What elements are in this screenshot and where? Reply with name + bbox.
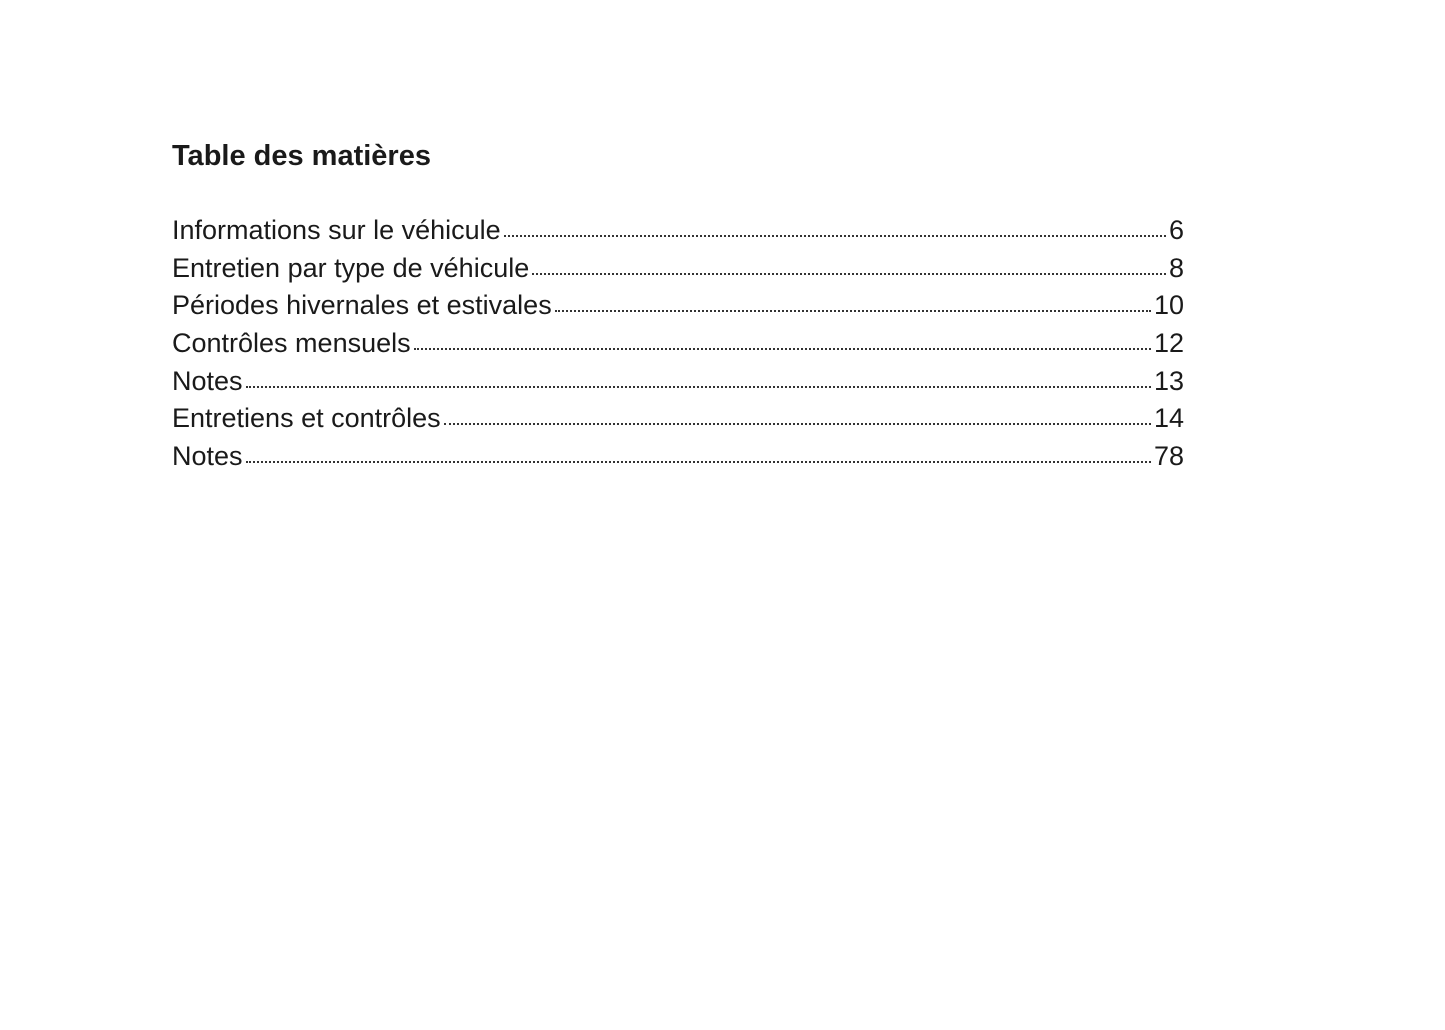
toc-entry-label: Périodes hivernales et estivales (172, 290, 552, 321)
toc-entry-label: Entretien par type de véhicule (172, 252, 530, 283)
toc-entry-page: 12 (1153, 328, 1184, 359)
dot-leader (245, 385, 1151, 388)
toc-entry: Notes 13 (172, 363, 1184, 401)
dot-leader (245, 461, 1151, 464)
dot-leader (554, 310, 1151, 313)
page-title: Table des matières (172, 140, 431, 172)
toc-entry-page: 10 (1153, 290, 1184, 321)
table-of-contents: Informations sur le véhicule 6 Entretien … (172, 212, 1184, 476)
dot-leader (443, 423, 1151, 426)
dot-leader (532, 272, 1166, 275)
toc-entry-page: 6 (1168, 215, 1184, 245)
toc-entry-label: Informations sur le véhicule (172, 215, 501, 245)
dot-leader (413, 348, 1151, 351)
toc-entry-page: 14 (1153, 403, 1184, 434)
toc-entry: Contrôles mensuels 12 (172, 325, 1184, 363)
toc-entry: Entretien par type de véhicule 8 (172, 250, 1184, 288)
toc-entry-page: 8 (1168, 252, 1184, 283)
toc-entry: Notes 78 (172, 438, 1184, 476)
toc-entry-label: Contrôles mensuels (172, 328, 411, 359)
dot-leader (503, 235, 1166, 237)
toc-entry-page: 78 (1153, 441, 1184, 472)
toc-entry-label: Notes (172, 365, 243, 396)
toc-entry-label: Notes (172, 441, 243, 472)
toc-entry-page: 13 (1153, 365, 1184, 396)
toc-entry: Entretiens et contrôles 14 (172, 400, 1184, 438)
toc-entry: Périodes hivernales et estivales 10 (172, 287, 1184, 325)
toc-entry-label: Entretiens et contrôles (172, 403, 441, 434)
toc-entry: Informations sur le véhicule 6 (172, 212, 1184, 250)
